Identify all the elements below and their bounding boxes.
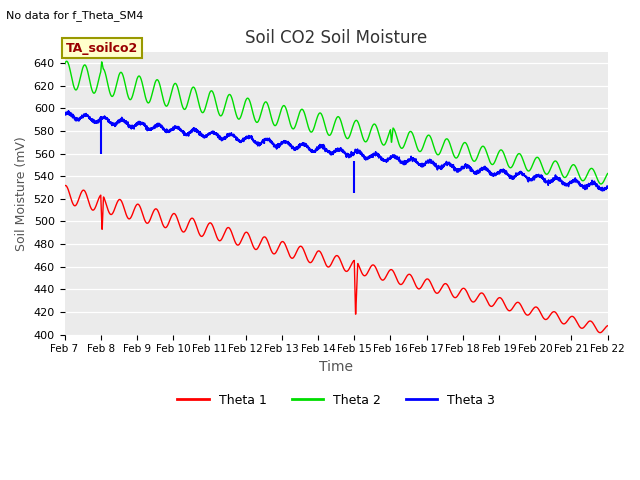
Title: Soil CO2 Soil Moisture: Soil CO2 Soil Moisture: [245, 29, 428, 48]
Text: TA_soilco2: TA_soilco2: [66, 42, 138, 55]
Text: No data for f_Theta_SM4: No data for f_Theta_SM4: [6, 10, 144, 21]
X-axis label: Time: Time: [319, 360, 353, 374]
Y-axis label: Soil Moisture (mV): Soil Moisture (mV): [15, 136, 28, 251]
Legend: Theta 1, Theta 2, Theta 3: Theta 1, Theta 2, Theta 3: [172, 389, 500, 412]
